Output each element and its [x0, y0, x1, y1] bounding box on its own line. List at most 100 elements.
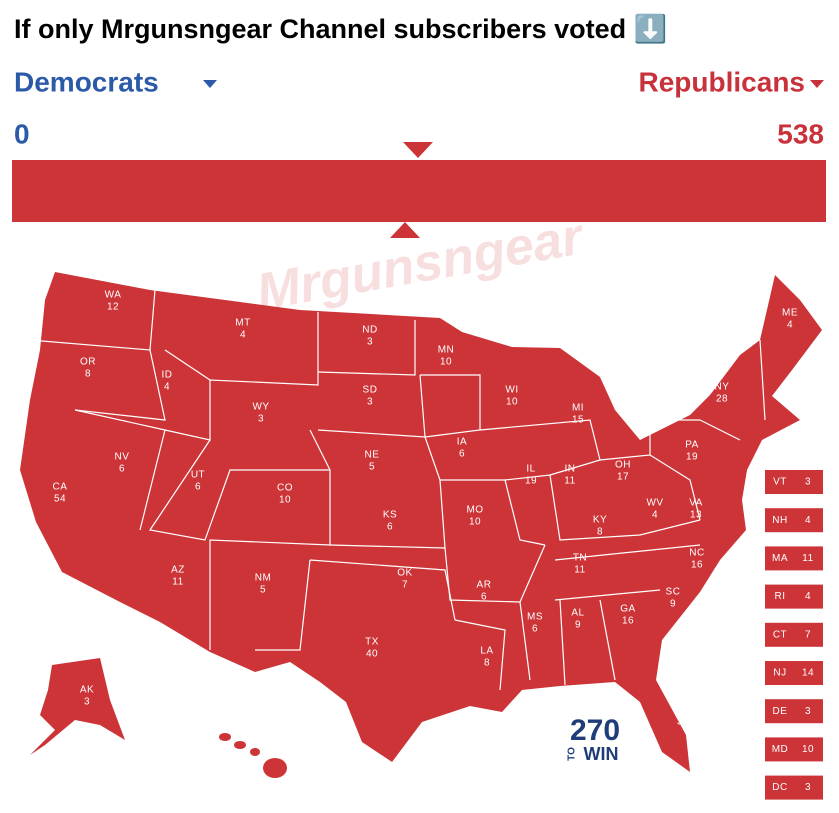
state-votes: 6 — [481, 592, 487, 603]
map — [20, 272, 822, 778]
state-abbr: NM — [255, 573, 272, 584]
state-votes: 10 — [802, 744, 814, 755]
small-state-box — [765, 470, 823, 494]
watermark: Mrgunsngear — [252, 207, 589, 322]
small-state-box — [765, 775, 823, 800]
state-abbr: NC — [689, 548, 704, 559]
alaska — [30, 658, 125, 755]
state-votes: 8 — [484, 658, 490, 669]
state-votes: 17 — [617, 472, 629, 483]
state-votes: 4 — [805, 515, 811, 526]
state-abbr: ME — [782, 308, 798, 319]
pointer — [403, 142, 433, 158]
state-votes: 6 — [119, 464, 125, 475]
state-votes: 16 — [622, 616, 634, 627]
state-abbr: AK — [80, 685, 94, 696]
state-abbr: OH — [615, 460, 631, 471]
state-abbr: MD — [772, 744, 789, 755]
state-abbr: MI — [572, 403, 584, 414]
state-votes: 3 — [805, 782, 811, 793]
state-votes: 4 — [240, 330, 246, 341]
state-abbr: NH — [772, 515, 787, 526]
state-votes: 11 — [574, 565, 585, 576]
right-party[interactable]: Republicans — [639, 66, 805, 97]
small-state-box — [765, 622, 823, 647]
state-votes: 4 — [787, 320, 793, 331]
state-abbr: VT — [773, 477, 787, 488]
state-votes: 14 — [802, 668, 814, 679]
logo-win: WIN — [584, 744, 619, 764]
state-votes: 11 — [172, 577, 183, 588]
state-votes: 28 — [716, 394, 728, 405]
state-votes: 30 — [677, 717, 689, 728]
state-votes: 3 — [367, 337, 373, 348]
hawaii — [219, 733, 287, 778]
state-abbr: HI — [250, 758, 261, 769]
state-votes: 15 — [572, 415, 584, 426]
state-abbr: NE — [365, 450, 380, 461]
state-abbr: ND — [362, 325, 377, 336]
state-votes: 10 — [506, 397, 518, 408]
state-abbr: VA — [689, 498, 703, 509]
state-abbr: WV — [646, 498, 663, 509]
left-party[interactable]: Democrats — [14, 66, 159, 97]
state-votes: 16 — [691, 560, 703, 571]
small-state-box — [765, 508, 823, 533]
state-votes: 3 — [805, 706, 811, 717]
state-votes: 3 — [84, 697, 90, 708]
continental-us — [20, 272, 822, 772]
state-abbr: NY — [715, 382, 730, 393]
tally-bar — [12, 160, 826, 222]
state-votes: 10 — [469, 517, 481, 528]
state-abbr: NV — [115, 452, 130, 463]
state-abbr: CT — [773, 629, 787, 640]
state-abbr: DC — [772, 782, 787, 793]
state-abbr: MA — [772, 553, 788, 564]
pointer — [390, 222, 420, 238]
logo-number: 270 — [570, 714, 620, 747]
state-votes: 8 — [597, 527, 603, 538]
state-abbr: IA — [457, 437, 467, 448]
state-votes: 3 — [805, 477, 811, 488]
state-votes: 13 — [690, 510, 702, 521]
state-votes: 19 — [525, 476, 537, 487]
state-abbr: WY — [252, 402, 269, 413]
state-votes: 3 — [367, 397, 373, 408]
state-abbr: CO — [277, 483, 293, 494]
state-abbr: LA — [480, 646, 493, 657]
state-abbr: MN — [438, 345, 455, 356]
state-votes: 4 — [164, 382, 170, 393]
state-abbr: RI — [775, 591, 786, 602]
state-votes: 5 — [260, 585, 266, 596]
dropdown-arrow[interactable] — [810, 80, 824, 88]
state-abbr: SC — [666, 587, 681, 598]
state-abbr: SD — [363, 385, 378, 396]
state-votes: 9 — [575, 620, 581, 631]
state-abbr: TN — [573, 553, 587, 564]
state-votes: 12 — [107, 302, 119, 313]
state-votes: 4 — [252, 770, 258, 781]
state-votes: 7 — [805, 629, 811, 640]
state-abbr: UT — [191, 470, 205, 481]
state-abbr: GA — [620, 604, 635, 615]
state-abbr: PA — [685, 440, 699, 451]
state-abbr: ID — [162, 370, 173, 381]
small-state-box — [765, 699, 823, 724]
state-abbr: DE — [773, 706, 788, 717]
state-abbr: MO — [466, 505, 483, 516]
state-borders — [29, 289, 766, 691]
state-abbr: OK — [397, 568, 412, 579]
small-state-box — [765, 737, 823, 762]
state-abbr: KS — [383, 510, 397, 521]
left-votes: 0 — [14, 118, 30, 149]
state-votes: 10 — [279, 495, 291, 506]
state-abbr: MT — [235, 318, 250, 329]
state-votes: 54 — [54, 494, 66, 505]
state-votes: 4 — [652, 510, 658, 521]
state-votes: 3 — [258, 414, 264, 425]
logo-to: TO — [567, 747, 578, 761]
dropdown-arrow[interactable] — [203, 80, 217, 88]
state-votes: 6 — [195, 482, 201, 493]
